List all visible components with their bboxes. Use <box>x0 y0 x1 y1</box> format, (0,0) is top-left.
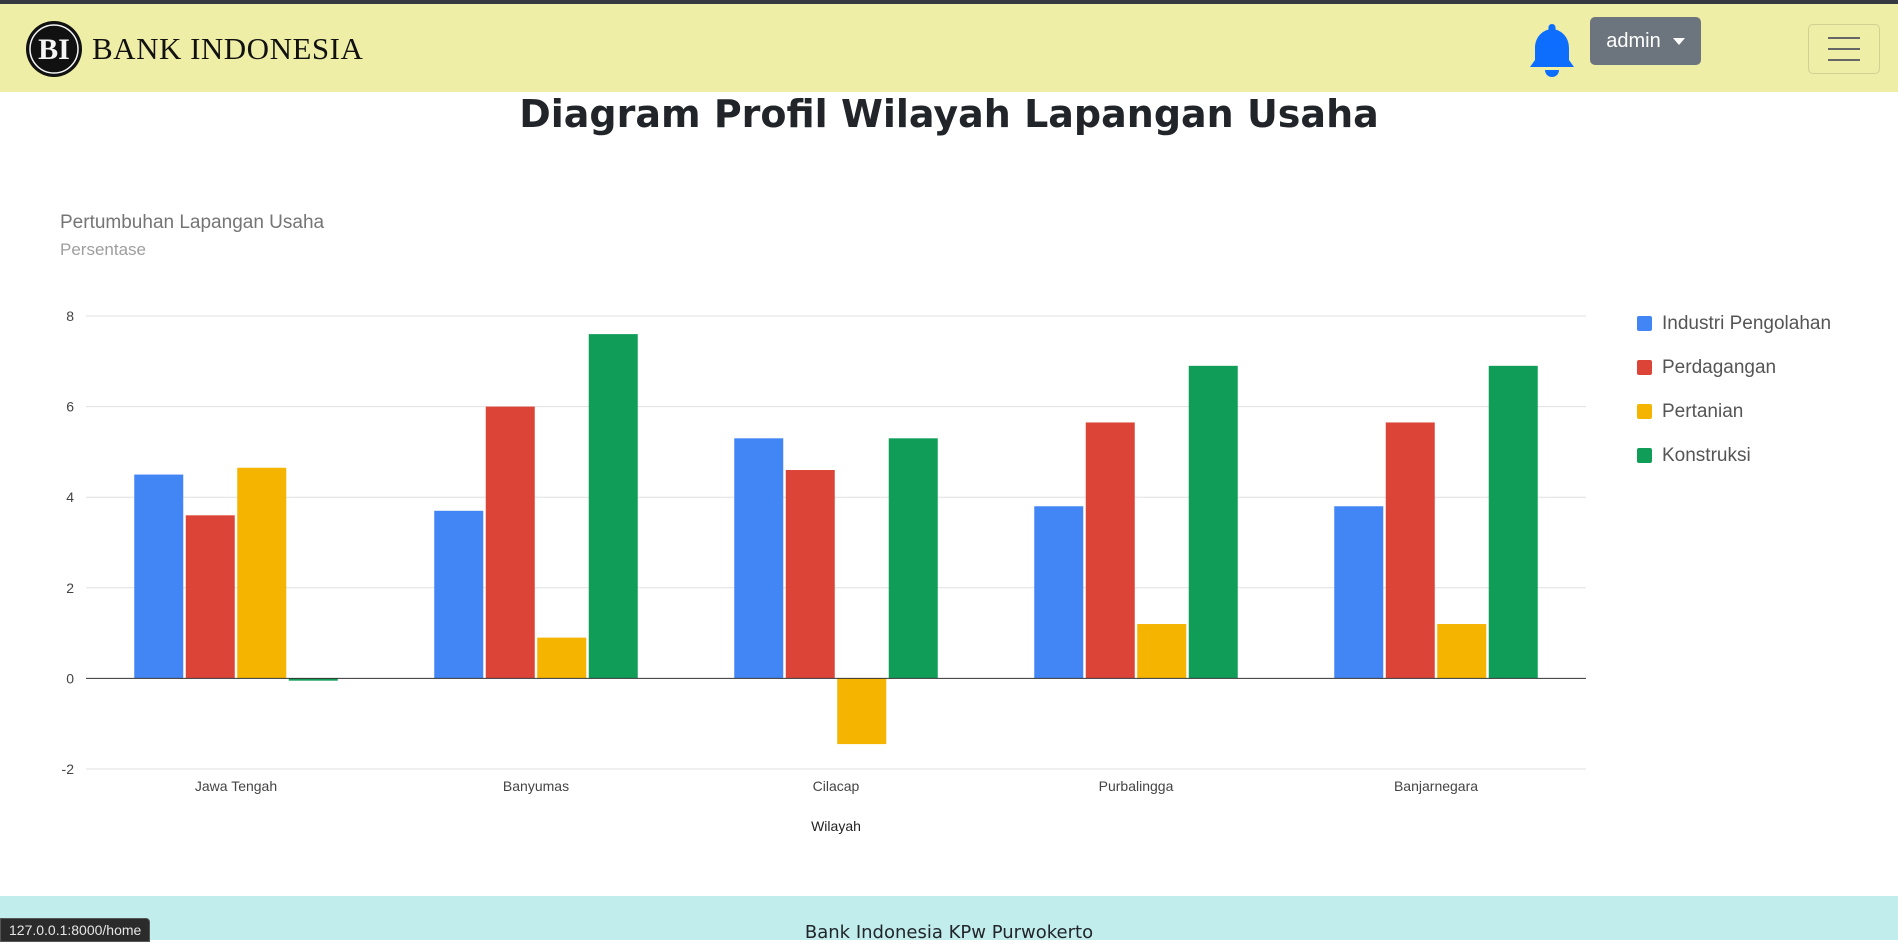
brand-name: BANK INDONESIA <box>92 31 364 66</box>
bar <box>1488 365 1538 679</box>
legend-swatch <box>1637 316 1652 331</box>
bar <box>434 510 484 679</box>
x-axis-title: Wilayah <box>811 818 861 834</box>
y-tick-label: 2 <box>66 580 74 596</box>
bar <box>1437 624 1487 679</box>
legend-swatch <box>1637 404 1652 419</box>
bank-indonesia-logo: BI <box>26 21 82 77</box>
bar <box>1137 624 1187 679</box>
bar <box>1385 422 1435 679</box>
y-tick-label: 6 <box>66 399 74 415</box>
y-tick-label: -2 <box>62 761 75 777</box>
footer: Bank Indonesia KPw Purwokerto <box>0 896 1898 943</box>
logo-letters: BI <box>38 33 70 66</box>
x-tick-label: Jawa Tengah <box>195 778 277 794</box>
y-tick-label: 8 <box>66 308 74 324</box>
bar <box>734 438 784 679</box>
x-tick-label: Banyumas <box>503 778 569 794</box>
caret-down-icon <box>1672 37 1685 45</box>
bar <box>888 438 938 679</box>
hamburger-menu-button[interactable] <box>1808 24 1880 74</box>
legend-label: Konstruksi <box>1662 445 1751 466</box>
admin-dropdown-button[interactable]: admin <box>1590 17 1701 65</box>
bar <box>237 467 287 679</box>
footer-text: Bank Indonesia KPw Purwokerto <box>804 922 1094 943</box>
legend-label: Perdagangan <box>1662 357 1776 378</box>
legend-label: Pertanian <box>1662 401 1743 422</box>
bar <box>537 637 587 679</box>
bar-chart: -2 0 2 4 6 8 Jawa Tengah Banyumas Cilacap Purbali… <box>62 308 1831 834</box>
legend-swatch <box>1637 448 1652 463</box>
bar <box>134 474 184 679</box>
chart-subtitle: Persentase <box>60 240 146 259</box>
bar <box>485 406 535 679</box>
page-title: Diagram Profil Wilayah Lapangan Usaha <box>519 92 1379 136</box>
brand[interactable]: BI BANK INDONESIA <box>26 21 363 77</box>
bar <box>588 334 638 679</box>
chart-title: Pertumbuhan Lapangan Usaha <box>60 212 325 233</box>
legend-swatch <box>1637 360 1652 375</box>
legend-label: Industri Pengolahan <box>1662 313 1831 334</box>
bar <box>1085 422 1135 679</box>
bar <box>288 678 338 681</box>
y-tick-label: 0 <box>66 670 74 686</box>
navbar: BI BANK INDONESIA admin <box>0 4 1898 92</box>
admin-label: admin <box>1606 29 1661 52</box>
x-tick-label: Banjarnegara <box>1394 778 1478 794</box>
status-bar-url: 127.0.0.1:8000/home <box>0 918 151 942</box>
bar <box>1188 365 1238 679</box>
bell-icon[interactable] <box>1526 20 1578 80</box>
bar <box>185 515 235 679</box>
bar <box>785 470 835 679</box>
bar <box>1334 506 1384 679</box>
bar <box>1034 506 1084 679</box>
x-tick-label: Cilacap <box>813 778 860 794</box>
y-tick-label: 4 <box>66 489 74 505</box>
bar <box>837 678 887 745</box>
window-top-border <box>0 0 1898 4</box>
x-tick-label: Purbalingga <box>1099 778 1174 794</box>
